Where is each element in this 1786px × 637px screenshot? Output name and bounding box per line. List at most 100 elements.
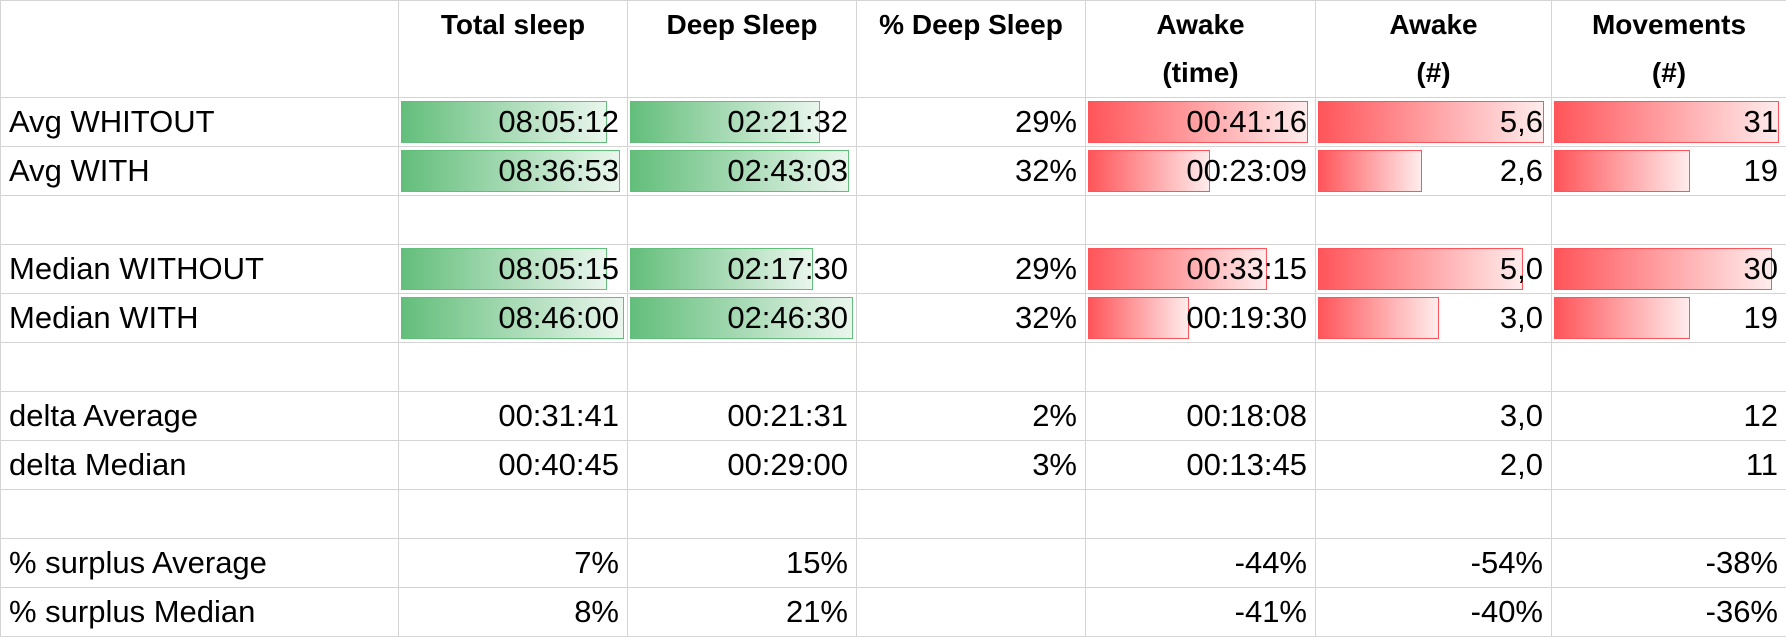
cell-pct-deep[interactable]: [857, 539, 1086, 588]
header-deep-sleep[interactable]: Deep Sleep: [628, 1, 857, 98]
cell-deep-sleep[interactable]: [628, 196, 857, 245]
cell-awake-num[interactable]: 5,6: [1316, 98, 1552, 147]
header-awake-time-line1: Awake: [1086, 1, 1315, 49]
header-label-cell[interactable]: [1, 1, 399, 98]
header-awake-count[interactable]: Awake (#): [1316, 1, 1552, 98]
cell-total-sleep[interactable]: 08:46:00: [399, 294, 628, 343]
cell-awake-time[interactable]: [1086, 343, 1316, 392]
cell-total-sleep[interactable]: 08:05:12: [399, 98, 628, 147]
row-label-cell[interactable]: [1, 343, 399, 392]
cell-total-sleep[interactable]: [399, 343, 628, 392]
cell-pct-deep[interactable]: 3%: [857, 441, 1086, 490]
cell-total-sleep[interactable]: [399, 490, 628, 539]
cell-value: 31: [1552, 99, 1778, 145]
cell-deep-sleep[interactable]: 02:43:03: [628, 147, 857, 196]
cell-movements[interactable]: 31: [1552, 98, 1786, 147]
cell-movements[interactable]: 19: [1552, 147, 1786, 196]
cell-awake-time[interactable]: 00:23:09: [1086, 147, 1316, 196]
cell-pct-deep[interactable]: 2%: [857, 392, 1086, 441]
cell-awake-time[interactable]: -44%: [1086, 539, 1316, 588]
cell-value: 5,6: [1316, 99, 1543, 145]
cell-pct-deep[interactable]: 29%: [857, 245, 1086, 294]
cell-awake-time[interactable]: [1086, 196, 1316, 245]
header-movements[interactable]: Movements (#): [1552, 1, 1786, 98]
cell-movements[interactable]: -38%: [1552, 539, 1786, 588]
cell-value: 30: [1552, 246, 1778, 292]
cell-awake-time[interactable]: 00:13:45: [1086, 441, 1316, 490]
row-label-cell[interactable]: delta Average: [1, 392, 399, 441]
cell-value: 00:40:45: [399, 442, 619, 488]
cell-awake-time[interactable]: 00:19:30: [1086, 294, 1316, 343]
cell-total-sleep[interactable]: 08:36:53: [399, 147, 628, 196]
cell-deep-sleep[interactable]: 02:17:30: [628, 245, 857, 294]
cell-value: 32%: [857, 295, 1077, 341]
cell-awake-time[interactable]: 00:33:15: [1086, 245, 1316, 294]
cell-deep-sleep[interactable]: [628, 490, 857, 539]
row-label-cell[interactable]: Median WITH: [1, 294, 399, 343]
cell-awake-num[interactable]: 3,0: [1316, 392, 1552, 441]
cell-pct-deep[interactable]: [857, 343, 1086, 392]
cell-movements[interactable]: 12: [1552, 392, 1786, 441]
cell-value: 08:36:53: [399, 148, 619, 194]
cell-deep-sleep[interactable]: 00:29:00: [628, 441, 857, 490]
cell-awake-num[interactable]: 2,6: [1316, 147, 1552, 196]
cell-pct-deep[interactable]: 32%: [857, 294, 1086, 343]
cell-total-sleep[interactable]: 8%: [399, 588, 628, 637]
cell-awake-time[interactable]: 00:18:08: [1086, 392, 1316, 441]
cell-total-sleep[interactable]: 08:05:15: [399, 245, 628, 294]
table-row: [1, 343, 1786, 392]
cell-movements[interactable]: [1552, 196, 1786, 245]
header-awake-time[interactable]: Awake (time): [1086, 1, 1316, 98]
cell-awake-time[interactable]: -41%: [1086, 588, 1316, 637]
cell-movements[interactable]: 19: [1552, 294, 1786, 343]
cell-deep-sleep[interactable]: 00:21:31: [628, 392, 857, 441]
cell-value: 00:23:09: [1086, 148, 1307, 194]
cell-value: 2%: [857, 393, 1077, 439]
cell-pct-deep[interactable]: [857, 196, 1086, 245]
row-label-cell[interactable]: [1, 196, 399, 245]
cell-deep-sleep[interactable]: [628, 343, 857, 392]
cell-movements[interactable]: [1552, 343, 1786, 392]
row-label-cell[interactable]: delta Median: [1, 441, 399, 490]
row-label-cell[interactable]: % surplus Median: [1, 588, 399, 637]
row-label-cell[interactable]: Avg WITH: [1, 147, 399, 196]
cell-deep-sleep[interactable]: 15%: [628, 539, 857, 588]
cell-value: 8%: [399, 589, 619, 635]
cell-movements[interactable]: -36%: [1552, 588, 1786, 637]
cell-awake-num[interactable]: 2,0: [1316, 441, 1552, 490]
header-pct-deep-sleep[interactable]: % Deep Sleep: [857, 1, 1086, 98]
cell-total-sleep[interactable]: 7%: [399, 539, 628, 588]
row-label-cell[interactable]: Median WITHOUT: [1, 245, 399, 294]
header-total-sleep[interactable]: Total sleep: [399, 1, 628, 98]
header-movements-line2: (#): [1552, 49, 1786, 97]
cell-awake-num[interactable]: [1316, 490, 1552, 539]
cell-movements[interactable]: [1552, 490, 1786, 539]
cell-awake-num[interactable]: 3,0: [1316, 294, 1552, 343]
cell-awake-time[interactable]: [1086, 490, 1316, 539]
cell-awake-num[interactable]: [1316, 343, 1552, 392]
row-label-cell[interactable]: [1, 490, 399, 539]
cell-awake-num[interactable]: -40%: [1316, 588, 1552, 637]
row-label-cell[interactable]: Avg WHITOUT: [1, 98, 399, 147]
cell-awake-time[interactable]: 00:41:16: [1086, 98, 1316, 147]
cell-total-sleep[interactable]: 00:31:41: [399, 392, 628, 441]
row-label-cell[interactable]: % surplus Average: [1, 539, 399, 588]
cell-total-sleep[interactable]: 00:40:45: [399, 441, 628, 490]
cell-pct-deep[interactable]: [857, 490, 1086, 539]
cell-total-sleep[interactable]: [399, 196, 628, 245]
cell-awake-num[interactable]: 5,0: [1316, 245, 1552, 294]
cell-movements[interactable]: 30: [1552, 245, 1786, 294]
cell-deep-sleep[interactable]: 02:46:30: [628, 294, 857, 343]
cell-pct-deep[interactable]: 29%: [857, 98, 1086, 147]
cell-value: 02:46:30: [628, 295, 848, 341]
cell-awake-num[interactable]: [1316, 196, 1552, 245]
cell-value: 00:13:45: [1086, 442, 1307, 488]
cell-deep-sleep[interactable]: 02:21:32: [628, 98, 857, 147]
cell-pct-deep[interactable]: [857, 588, 1086, 637]
cell-pct-deep[interactable]: 32%: [857, 147, 1086, 196]
cell-awake-num[interactable]: -54%: [1316, 539, 1552, 588]
cell-movements[interactable]: 11: [1552, 441, 1786, 490]
cell-deep-sleep[interactable]: 21%: [628, 588, 857, 637]
